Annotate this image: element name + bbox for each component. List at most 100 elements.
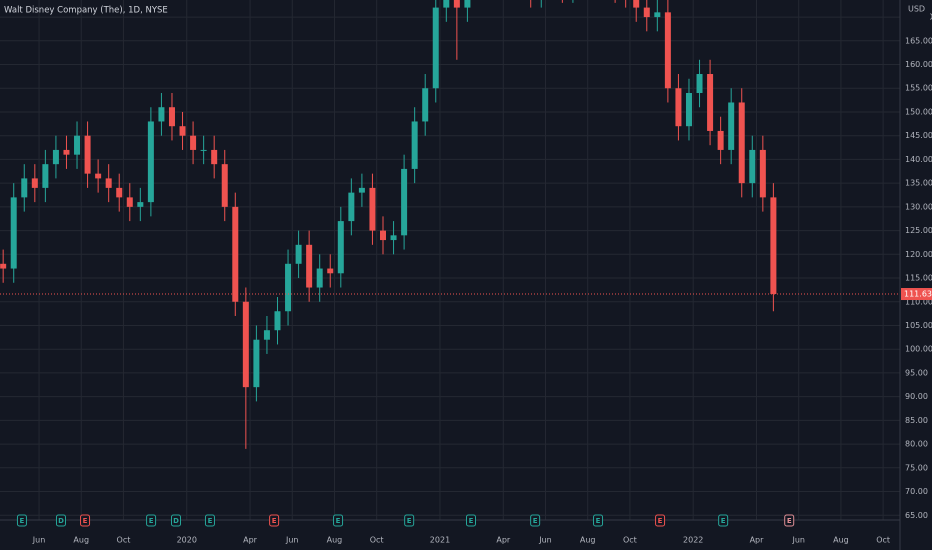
y-tick-label: 115.00: [905, 274, 932, 283]
candle-body: [358, 187, 365, 193]
y-tick-label: 70.00: [905, 487, 928, 496]
candle-body: [221, 164, 228, 207]
candle-body: [274, 311, 281, 331]
candle-body: [242, 301, 249, 388]
event-label: E: [787, 517, 792, 525]
y-tick-label: 110.00: [905, 297, 932, 306]
candle-body: [105, 178, 112, 188]
x-tick-label: Jun: [538, 536, 552, 545]
candle-body: [327, 268, 334, 274]
price-axis-bg: [900, 0, 932, 550]
event-label: E: [149, 517, 154, 525]
x-tick-label: Aug: [327, 536, 343, 545]
x-tick-label: Apr: [750, 536, 765, 545]
x-tick-label: Jun: [285, 536, 299, 545]
currency-bg: [902, 2, 930, 22]
candle-body: [31, 178, 38, 188]
y-tick-label: 130.00: [905, 202, 932, 211]
y-tick-label: 95.00: [905, 368, 928, 377]
candle-body: [664, 12, 671, 89]
candle-body: [453, 0, 460, 8]
candle-body: [200, 149, 207, 151]
event-label: D: [173, 517, 179, 525]
event-label: E: [272, 517, 277, 525]
candle-body: [190, 135, 197, 150]
candles: [0, 0, 777, 449]
x-tick-label: Aug: [833, 536, 849, 545]
candle-body: [253, 339, 260, 388]
event-marker: [80, 514, 91, 527]
candle-body: [770, 197, 777, 295]
x-tick-label: Jun: [791, 536, 805, 545]
candle-body: [643, 7, 650, 18]
candle-body: [738, 102, 745, 184]
y-tick-label: 140.00: [905, 155, 932, 164]
y-tick-label: 125.00: [905, 226, 932, 235]
candle-body: [654, 12, 661, 18]
candle-body: [0, 263, 7, 269]
currency-label: USD: [908, 5, 925, 14]
event-marker: [204, 514, 215, 527]
event-marker: [170, 514, 181, 527]
event-marker: [530, 514, 541, 527]
candle-body: [675, 88, 682, 127]
y-tick-label: 145.00: [905, 131, 932, 140]
candle-body: [232, 206, 239, 302]
y-tick-label: 105.00: [905, 321, 932, 330]
chart-title: Walt Disney Company (The), 1D, NYSE: [4, 6, 168, 16]
event-label: E: [83, 517, 88, 525]
x-tick-label: Oct: [370, 536, 384, 545]
candle-body: [42, 164, 49, 188]
event-label: E: [20, 517, 25, 525]
event-label: E: [469, 517, 474, 525]
last-price-label: 111.63: [904, 290, 932, 299]
candle-body: [137, 202, 144, 207]
y-tick-label: 100.00: [905, 345, 932, 354]
event-marker: [146, 514, 157, 527]
event-marker: [404, 514, 415, 527]
event-label: E: [658, 517, 663, 525]
candle-body: [84, 135, 91, 174]
candle-body: [749, 149, 756, 184]
candle-body: [443, 0, 450, 8]
candle-body: [295, 244, 302, 264]
x-tick-label: Aug: [580, 536, 596, 545]
candle-body: [21, 178, 28, 198]
candle-body: [685, 92, 692, 127]
last-price-tag: [901, 288, 932, 301]
x-tick-label: Apr: [243, 536, 258, 545]
candle-body: [369, 187, 376, 231]
candle-body: [95, 173, 102, 179]
x-tick-label: Jun: [32, 536, 46, 545]
event-marker: [16, 514, 27, 527]
candle-body: [707, 74, 714, 131]
event-label: D: [58, 517, 64, 525]
x-tick-label: Oct: [623, 536, 637, 545]
candle-body: [285, 263, 292, 312]
candle-body: [422, 88, 429, 122]
y-tick-label: 80.00: [905, 440, 928, 449]
event-marker: [465, 514, 476, 527]
candle-body: [263, 330, 270, 340]
x-tick-label: 2022: [683, 536, 703, 545]
event-label: E: [596, 517, 601, 525]
candle-body: [633, 0, 640, 8]
y-tick-label: 165.00: [905, 36, 932, 45]
candle-body: [432, 7, 439, 89]
candle-body: [179, 126, 186, 136]
candle-body: [126, 197, 133, 207]
candle-body: [728, 102, 735, 150]
event-label: E: [533, 517, 538, 525]
candle-body: [759, 149, 766, 198]
y-tick-label: 155.00: [905, 84, 932, 93]
candle-body: [390, 235, 397, 241]
candle-body: [717, 130, 724, 150]
x-tick-label: Aug: [73, 536, 89, 545]
event-label: E: [407, 517, 412, 525]
candle-body: [464, 0, 471, 8]
y-tick-label: 150.00: [905, 107, 932, 116]
candle-body: [401, 168, 408, 236]
candle-body: [116, 187, 123, 198]
